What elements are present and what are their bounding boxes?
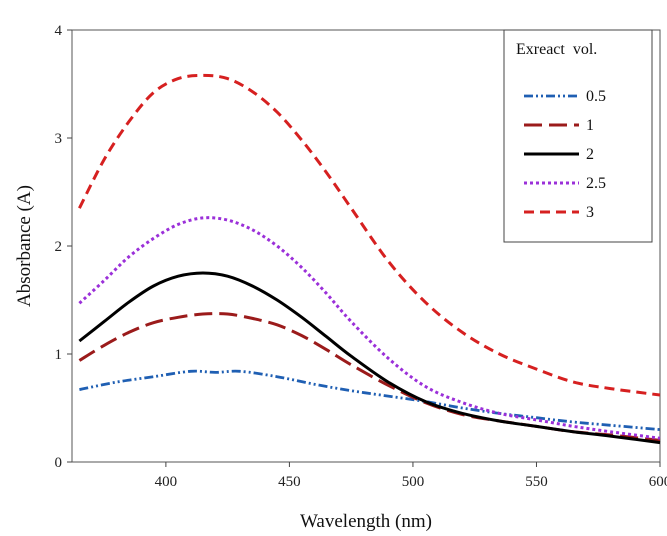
x-tick-label: 400 — [155, 474, 178, 490]
x-tick-label: 450 — [278, 474, 301, 490]
legend: Exreact vol. 0.5 1 2 2.5 3 — [503, 29, 653, 243]
y-tick-label: 1 — [55, 347, 63, 363]
x-tick-label: 500 — [402, 474, 425, 490]
y-tick-label: 2 — [55, 239, 63, 255]
series-line-3 — [78, 73, 661, 397]
x-axis-title: Wavelength (nm) — [300, 511, 432, 532]
series-layer — [78, 73, 661, 445]
legend-title: Exreact vol. — [516, 41, 597, 58]
legend-label-2.5: 2.5 — [586, 175, 606, 192]
axes: 0 1 2 3 4 400 450 500 550 600 — [55, 23, 667, 490]
legend-label-1: 1 — [586, 117, 594, 134]
series-line-2 — [78, 271, 661, 445]
legend-label-0.5: 0.5 — [586, 88, 606, 105]
legend-box — [503, 29, 653, 243]
series-line-0.5 — [79, 369, 661, 431]
x-tick-label: 600 — [649, 474, 667, 490]
y-tick-label: 0 — [55, 455, 63, 471]
legend-label-3: 3 — [586, 204, 594, 221]
y-tick-label: 3 — [55, 131, 63, 147]
y-axis-title: Absorbance (A) — [14, 185, 35, 307]
series-line-1 — [78, 312, 661, 442]
legend-label-2: 2 — [586, 146, 594, 163]
x-tick-label: 550 — [525, 474, 548, 490]
series-line-2.5 — [78, 216, 661, 440]
y-tick-label: 4 — [55, 23, 63, 39]
